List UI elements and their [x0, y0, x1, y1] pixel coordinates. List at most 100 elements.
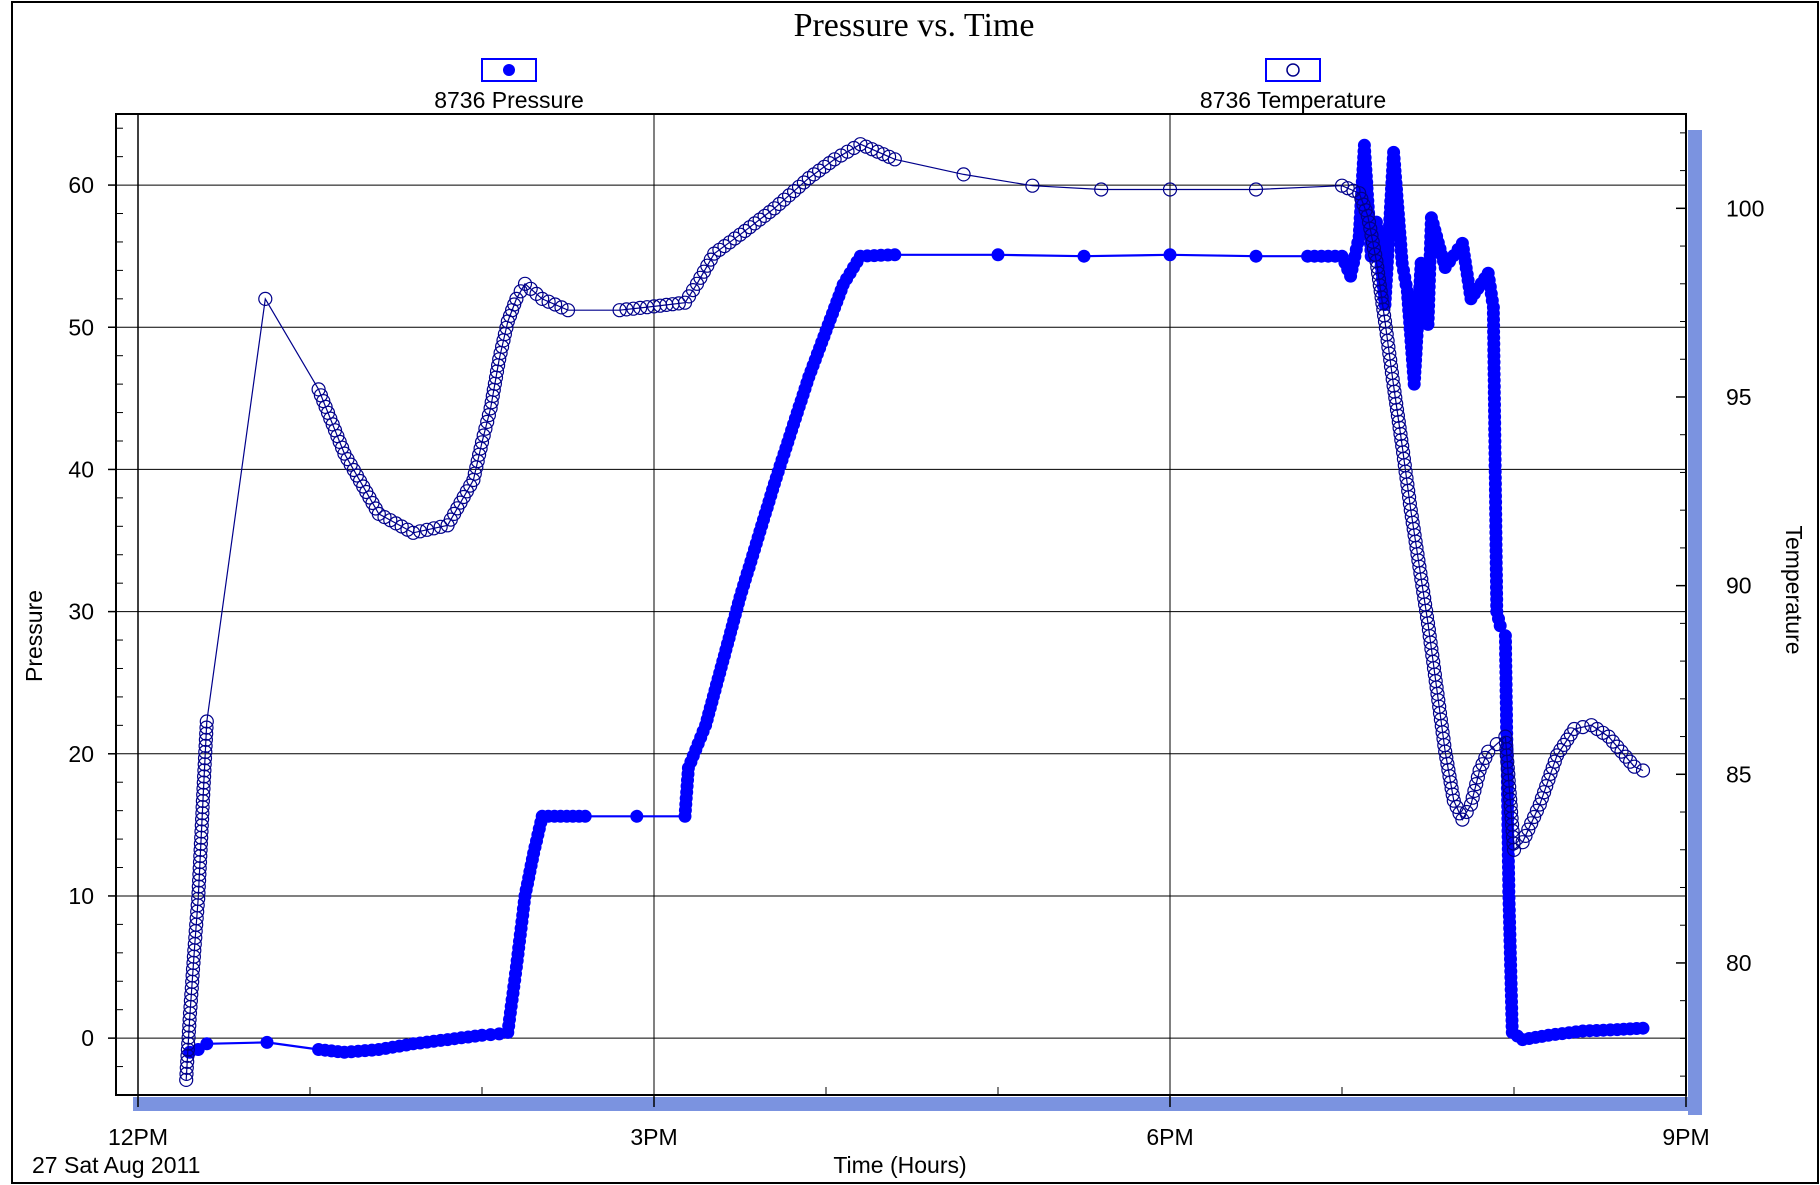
data-point	[1391, 414, 1406, 429]
data-point	[199, 714, 214, 729]
data-point	[179, 1066, 194, 1082]
data-point	[195, 799, 210, 815]
data-point	[193, 842, 208, 858]
data-point	[1526, 809, 1542, 825]
data-point	[1472, 763, 1487, 778]
data-point	[1481, 744, 1496, 759]
data-point	[1372, 278, 1387, 293]
data-point	[717, 239, 732, 254]
data-point	[1162, 182, 1178, 197]
data-point	[196, 781, 211, 796]
data-point	[578, 809, 592, 823]
data-point	[1025, 178, 1040, 193]
data-point	[732, 227, 748, 242]
data-point	[535, 291, 550, 306]
data-point	[335, 440, 350, 455]
data-point	[786, 184, 802, 199]
data-point	[1392, 420, 1407, 435]
y2-tick-label: 85	[1726, 761, 1752, 787]
data-point	[1489, 736, 1504, 752]
data-point	[198, 744, 213, 760]
data-point	[433, 519, 448, 534]
y-tick-label: 60	[68, 172, 94, 198]
data-point	[1506, 842, 1522, 857]
data-point	[1470, 770, 1486, 785]
data-point	[772, 196, 787, 212]
data-point	[612, 303, 627, 318]
data-point	[478, 421, 493, 436]
data-point	[198, 738, 213, 754]
data-point	[195, 812, 210, 827]
y-tick-label: 20	[68, 741, 94, 767]
plot-shadow-right	[1688, 130, 1702, 1115]
data-point	[480, 414, 495, 429]
data-point	[707, 246, 722, 261]
data-point	[1445, 787, 1460, 802]
data-point	[554, 300, 569, 315]
legend-marker-pressure	[503, 64, 515, 76]
data-point	[722, 235, 737, 250]
data-point	[767, 201, 782, 216]
data-point	[1370, 266, 1386, 281]
data-point	[1373, 284, 1388, 299]
data-point	[419, 522, 435, 537]
data-point	[474, 435, 490, 450]
data-point	[747, 216, 762, 231]
data-point	[547, 297, 563, 312]
x-tick-label: 6PM	[1146, 1124, 1193, 1150]
data-point	[1614, 744, 1629, 759]
data-point	[260, 1035, 274, 1049]
data-point	[1618, 749, 1633, 764]
data-point	[1536, 785, 1552, 800]
data-point	[1249, 249, 1263, 263]
data-point	[1467, 783, 1482, 799]
data-point	[179, 1060, 194, 1075]
data-point	[633, 300, 648, 315]
data-point	[196, 787, 211, 802]
data-point	[1493, 619, 1507, 633]
data-point	[1610, 739, 1625, 754]
data-point	[1375, 296, 1390, 311]
legend-label-temperature: 8736 Temperature	[1200, 87, 1386, 113]
data-point	[1248, 182, 1264, 197]
x-tick-label: 12PM	[108, 1124, 168, 1150]
data-point	[757, 208, 772, 223]
data-point	[1469, 776, 1484, 792]
data-point	[1635, 763, 1651, 778]
data-point	[529, 286, 544, 301]
data-point	[1465, 790, 1480, 805]
data-point	[192, 867, 207, 882]
data-point	[752, 212, 767, 227]
data-point	[194, 824, 209, 839]
data-point	[630, 809, 644, 823]
data-point	[195, 793, 210, 809]
data-point	[413, 524, 428, 539]
data-point	[811, 163, 827, 178]
data-point	[822, 156, 837, 171]
data-point	[1515, 835, 1530, 850]
data-point	[1534, 791, 1550, 806]
data-point	[1605, 734, 1621, 749]
y-tick-label: 0	[81, 1025, 94, 1051]
data-point	[1389, 396, 1404, 411]
data-point	[1371, 272, 1387, 287]
data-point	[180, 1054, 195, 1069]
data-point	[194, 830, 209, 845]
data-point	[194, 818, 209, 833]
data-point	[1163, 248, 1177, 262]
y2-tick-label: 95	[1726, 384, 1752, 410]
data-point	[517, 276, 533, 291]
data-point	[1393, 426, 1408, 442]
outer-frame	[11, 1, 1819, 1184]
data-point	[258, 291, 273, 306]
data-point	[1369, 254, 1384, 269]
data-point	[197, 769, 212, 784]
data-point	[1541, 772, 1556, 788]
data-point	[180, 1042, 195, 1057]
data-point	[1455, 812, 1470, 827]
data-point	[191, 879, 206, 894]
data-point	[1374, 290, 1389, 305]
data-point	[192, 854, 208, 870]
x-tick-label: 3PM	[630, 1124, 677, 1150]
